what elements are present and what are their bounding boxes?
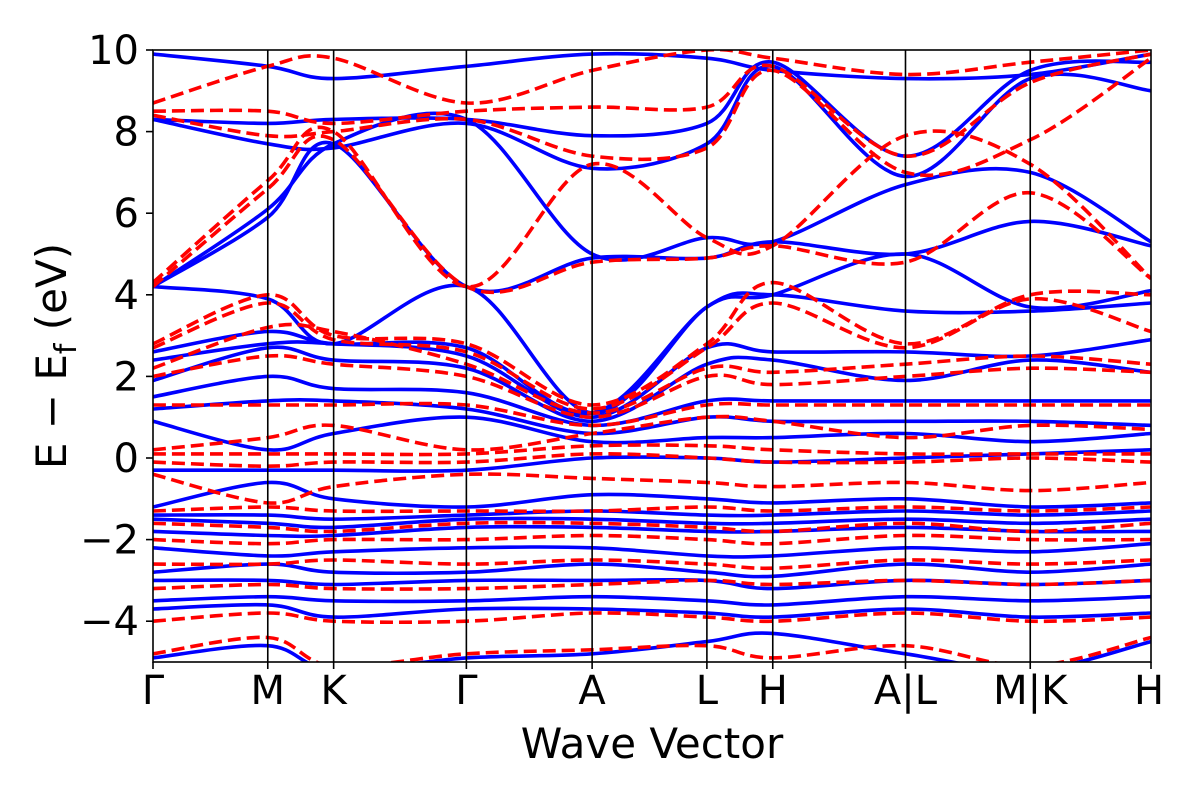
band-line bbox=[153, 509, 1151, 522]
x-tick-label: M|K bbox=[993, 668, 1069, 714]
x-tick-label: M bbox=[251, 668, 286, 714]
band-line bbox=[153, 50, 1151, 105]
y-tick-label: 10 bbox=[88, 28, 139, 74]
band-line bbox=[153, 558, 1151, 571]
y-tick-label: 2 bbox=[114, 354, 139, 400]
band-line bbox=[153, 56, 1151, 178]
band-line bbox=[153, 562, 1151, 579]
band-line bbox=[153, 533, 1151, 546]
band-line bbox=[153, 64, 1151, 179]
band-line bbox=[153, 140, 1151, 294]
band-line bbox=[153, 631, 1151, 662]
band-line bbox=[153, 578, 1151, 591]
band-line bbox=[153, 322, 1151, 415]
band-line bbox=[153, 594, 1151, 607]
y-axis-label-subscript: f bbox=[49, 342, 84, 354]
band-line bbox=[153, 520, 1151, 534]
band-line bbox=[153, 472, 1151, 505]
y-tick-label: 0 bbox=[114, 436, 139, 482]
band-line bbox=[153, 611, 1151, 625]
x-tick-label: K bbox=[321, 668, 349, 714]
y-tick-label: 6 bbox=[114, 191, 139, 237]
band-line bbox=[153, 353, 1151, 420]
x-tick-label: H bbox=[758, 668, 788, 714]
y-axis-label-main: E − E bbox=[27, 354, 76, 469]
band-line bbox=[153, 111, 1151, 289]
y-tick-label: 8 bbox=[114, 110, 139, 156]
band-line bbox=[153, 51, 1151, 81]
band-line bbox=[153, 635, 1151, 662]
x-tick-label: Γ bbox=[142, 668, 165, 714]
band-line bbox=[153, 134, 1151, 295]
band-line bbox=[153, 398, 1151, 436]
band-line bbox=[153, 505, 1151, 514]
band-line bbox=[153, 414, 1151, 452]
x-tick-label: L bbox=[696, 668, 719, 714]
band-line bbox=[153, 443, 1151, 457]
y-axis-label: E − Ef (eV) bbox=[27, 243, 84, 469]
band-line bbox=[153, 125, 1151, 289]
x-tick-label: A|L bbox=[874, 668, 938, 714]
band-line bbox=[153, 541, 1151, 559]
band-line bbox=[153, 291, 1151, 416]
y-axis-ticks: −4 −2 0 2 4 6 8 10 bbox=[80, 28, 153, 645]
band-line bbox=[153, 480, 1151, 509]
y-axis-label-unit: (eV) bbox=[27, 243, 76, 344]
y-tick-label: −2 bbox=[80, 518, 139, 564]
bands-layer bbox=[153, 50, 1151, 662]
x-tick-label: A bbox=[578, 668, 606, 714]
band-line bbox=[153, 345, 1151, 424]
y-tick-label: 4 bbox=[114, 273, 139, 319]
x-tick-label: Γ bbox=[455, 668, 478, 714]
band-line bbox=[153, 252, 1151, 415]
series-dashed-red bbox=[153, 50, 1151, 662]
band-line bbox=[153, 452, 1151, 469]
band-line bbox=[153, 415, 1151, 452]
band-line bbox=[153, 401, 1151, 428]
band-line bbox=[153, 602, 1151, 619]
band-line bbox=[153, 516, 1151, 530]
x-axis-label: Wave Vector bbox=[521, 719, 784, 768]
high-symmetry-lines bbox=[266, 50, 1032, 662]
x-axis-ticks: Γ M K Γ A L H A|L M|K H bbox=[142, 662, 1164, 714]
band-line bbox=[153, 52, 1151, 158]
plot-frame bbox=[152, 49, 1152, 663]
y-tick-label: −4 bbox=[80, 599, 139, 645]
x-tick-label: H bbox=[1134, 668, 1164, 714]
band-line bbox=[153, 297, 1151, 411]
